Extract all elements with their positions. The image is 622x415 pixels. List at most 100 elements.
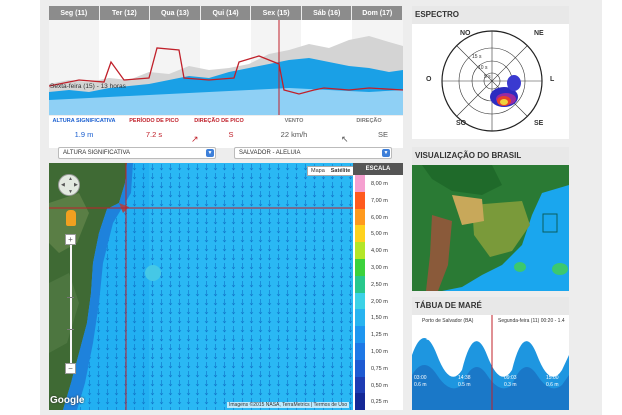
scale-row: 8,00 m: [353, 175, 403, 194]
wind-label: VENTO: [284, 118, 304, 124]
height-label: ALTURA SIGNIFICATIVA: [52, 118, 116, 124]
pan-control[interactable]: ▲ ▼ ◀ ▶: [58, 174, 80, 196]
tide-day-label: Segunda-feira (11): [506, 333, 557, 351]
ring-label-15s: 15 s: [472, 54, 482, 60]
scale-label: 2,00 m: [371, 298, 388, 305]
variable-select-value: ALTURA SIGNIFICATIVA: [63, 150, 131, 156]
direction-arrow-icon: ↗: [191, 134, 199, 144]
tide-time: 03:00: [414, 375, 427, 381]
forecast-day-tabs: Seg (11) Ter (12) Qua (13) Qui (14) Sex …: [49, 6, 404, 20]
wind-value: 22 km/h: [280, 130, 308, 139]
brazil-map[interactable]: [412, 165, 569, 291]
map-type-satellite[interactable]: Satélite: [330, 168, 351, 174]
wind-legend: VENTO 22 km/h: [269, 118, 319, 139]
scale-label: 1,00 m: [371, 349, 388, 355]
scale-swatch: [355, 208, 365, 226]
location-select-value: SALVADOR - ALELUIA: [239, 150, 301, 156]
wind-direction-label: DIREÇÃO: [356, 118, 382, 124]
day-tab[interactable]: Sáb (16): [301, 6, 353, 20]
scale-swatch: [355, 376, 365, 394]
ring-label-10s: 10 s: [478, 65, 488, 71]
period-label: PERÍODO DE PICO: [129, 118, 179, 124]
variable-select[interactable]: ALTURA SIGNIFICATIVA ▼: [58, 147, 216, 159]
map-type-toggle: Mapa Satélite: [307, 166, 355, 176]
scale-label: 0,50 m: [371, 382, 388, 389]
ring-label-5s: 5 s: [484, 74, 491, 80]
tide-date-header: Segunda-feira (11) 00:20 - 1.4: [498, 318, 565, 324]
map-type-map[interactable]: Mapa: [311, 168, 325, 174]
current-time-label: Sexta-feira (15) - 13 horas: [50, 83, 126, 90]
pan-left-icon[interactable]: ◀: [61, 182, 65, 188]
scale-swatch: [355, 175, 365, 192]
tide-time: 14:38: [458, 375, 471, 381]
scale-label: 8,00 m: [371, 181, 388, 187]
pan-up-icon[interactable]: ▲: [68, 176, 73, 182]
scale-label: 4,00 m: [371, 248, 388, 255]
scale-swatch: [355, 309, 365, 327]
day-tab[interactable]: Seg (11): [49, 6, 100, 20]
scale-label: 0,75 m: [371, 365, 388, 372]
chevron-down-icon: ▼: [382, 149, 390, 157]
tide-table-title: TÁBUA DE MARÉ: [412, 297, 569, 315]
height-value: 1.9 m: [74, 130, 94, 139]
direction-label-l: L: [550, 76, 555, 83]
spectrum-title: ESPECTRO: [412, 6, 569, 24]
pan-right-icon[interactable]: ▶: [74, 182, 78, 188]
direction-value: S: [228, 130, 234, 139]
scale-label: 3,00 m: [371, 265, 388, 271]
brazil-view-title: VISUALIZAÇÃO DO BRASIL: [412, 147, 569, 165]
scale-row: 0,75 m: [353, 359, 403, 379]
scale-swatch: [355, 275, 365, 293]
zoom-in-button[interactable]: +: [65, 234, 76, 245]
direction-label-se: SE: [534, 120, 544, 127]
map-graphic: [49, 163, 403, 410]
day-tab[interactable]: Dom (17): [352, 6, 404, 20]
zoom-slider-handle[interactable]: [67, 297, 74, 298]
scale-label: 1,50 m: [371, 315, 388, 322]
direction-label-ne: NE: [534, 30, 544, 37]
spectrum-panel: ESPECTRO NO NE O L SO SE 15 s 10 s 5 s: [412, 6, 569, 139]
period-legend: PERÍODO DE PICO 7.2 s: [119, 118, 189, 139]
tide-time: 09:03: [504, 375, 517, 381]
tide-chart[interactable]: [412, 315, 569, 410]
scale-swatch: [355, 359, 365, 377]
direction-label: DIREÇÃO DE PICO: [194, 118, 244, 124]
scale-row: 3,00 m: [353, 259, 403, 278]
day-tab[interactable]: Qua (13): [150, 6, 201, 20]
zoom-tick: [67, 329, 74, 330]
map-attribution[interactable]: Imagens ©2015 NASA, TerraMetrics | Termo…: [227, 402, 350, 408]
height-legend: ALTURA SIGNIFICATIVA 1.9 m: [49, 118, 119, 139]
tide-day-label: Domingo (10): [426, 333, 475, 342]
scale-row: 2,00 m: [353, 292, 403, 312]
pan-down-icon[interactable]: ▼: [68, 189, 73, 195]
scale-row: 1,25 m: [353, 326, 403, 345]
google-logo: Google: [50, 395, 85, 406]
scale-row: 2,50 m: [353, 275, 403, 295]
forecast-graphic: [49, 20, 403, 115]
day-tab[interactable]: Qui (14): [200, 6, 252, 20]
scale-label: 7,00 m: [371, 197, 388, 204]
tide-station: Porto de Salvador (BA): [422, 318, 474, 324]
scale-label: 5,00 m: [371, 231, 388, 238]
day-tab[interactable]: Sex (15): [251, 6, 302, 20]
tide-height: 0.5 m: [458, 382, 471, 388]
zoom-out-button[interactable]: −: [65, 363, 76, 374]
wave-map[interactable]: Mapa Satélite ▲ ▼ ◀ ▶ + − Google Imagens…: [49, 163, 403, 410]
period-value: 7.2 s: [145, 130, 163, 139]
zoom-slider-track[interactable]: [70, 239, 72, 365]
location-select[interactable]: SALVADOR - ALELUIA ▼: [234, 147, 392, 159]
scale-label: 6,00 m: [371, 214, 388, 221]
scale-row: 4,00 m: [353, 242, 403, 261]
day-tab[interactable]: Ter (12): [99, 6, 151, 20]
scale-label: 1,25 m: [371, 332, 388, 339]
wave-height-scale: ESCALA 8,00 m 7,00 m 6,00 m 5,00 m 4,00 m 3,0…: [353, 163, 403, 410]
street-view-pegman-icon[interactable]: [66, 210, 76, 226]
scale-swatch: [355, 343, 365, 360]
scale-row: 1,00 m: [353, 343, 403, 362]
forecast-chart[interactable]: Sexta-feira (15) - 13 horas: [49, 20, 403, 115]
scale-row: 5,00 m: [353, 225, 403, 244]
brazil-view-panel: VISUALIZAÇÃO DO BRASIL: [412, 147, 569, 291]
scale-row: 7,00 m: [353, 191, 403, 211]
wind-direction-legend: DIREÇÃO ↖ SE: [339, 118, 399, 144]
direction-legend: DIREÇÃO DE PICO ↗ S: [189, 118, 249, 144]
